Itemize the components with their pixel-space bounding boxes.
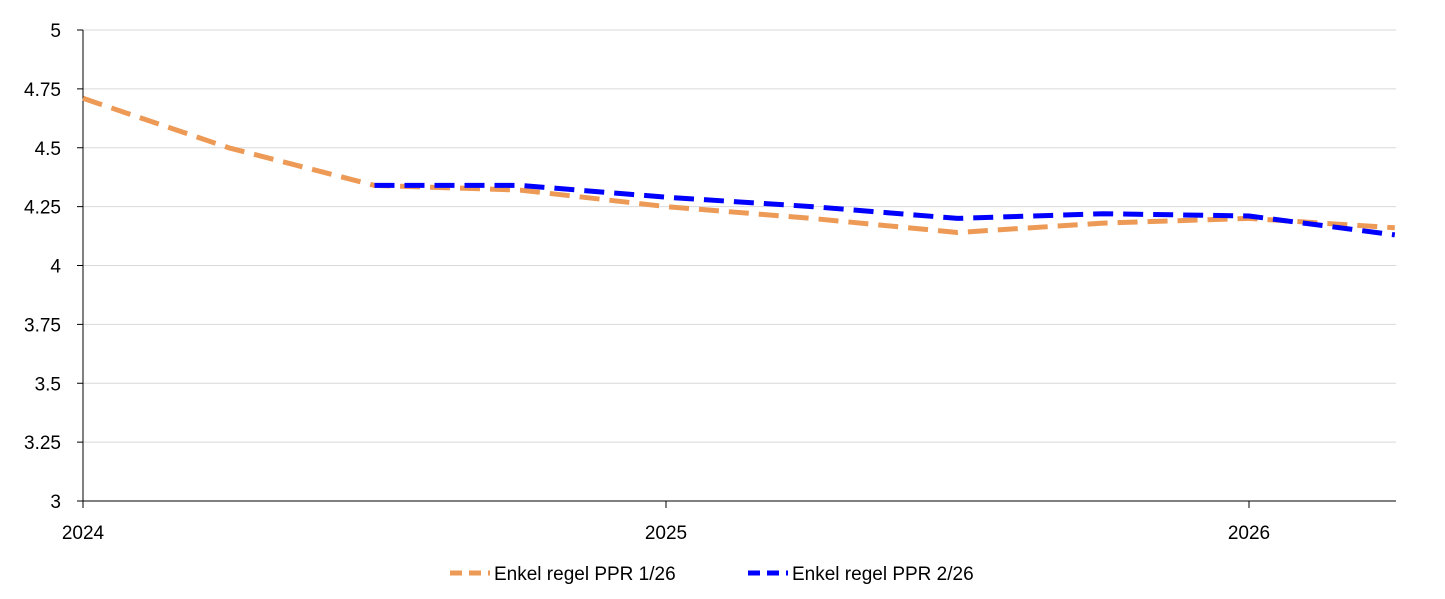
legend: Enkel regel PPR 1/26 Enkel regel PPR 2/2… <box>450 564 974 585</box>
series-lines <box>82 95 1396 238</box>
x-tick-label: 2026 <box>1228 523 1270 544</box>
x-tick-label: 2024 <box>62 523 105 544</box>
y-tick-label: 4 <box>50 257 61 278</box>
x-tick-label: 2025 <box>645 523 687 544</box>
y-tick-label: 4.5 <box>35 139 61 160</box>
legend-label-series-1: Enkel regel PPR 1/26 <box>494 564 676 585</box>
grid-lines <box>83 29 1396 443</box>
legend-label-series-2: Enkel regel PPR 2/26 <box>792 564 974 585</box>
series-line-1 <box>82 95 1395 235</box>
y-tick-label: 4.25 <box>24 198 61 219</box>
y-tick-label: 3 <box>50 492 61 513</box>
y-tick-label: 5 <box>50 21 61 42</box>
axes: 3 3.25 3.5 3.75 4 4.25 4.5 4.75 5 2024 2025 2026 <box>24 21 1396 544</box>
y-tick-label: 4.75 <box>24 80 61 101</box>
y-tick-label: 3.5 <box>35 374 61 395</box>
y-tick-label: 3.75 <box>24 315 61 336</box>
series-line-2 <box>374 182 1396 238</box>
y-tick-label: 3.25 <box>24 433 61 454</box>
